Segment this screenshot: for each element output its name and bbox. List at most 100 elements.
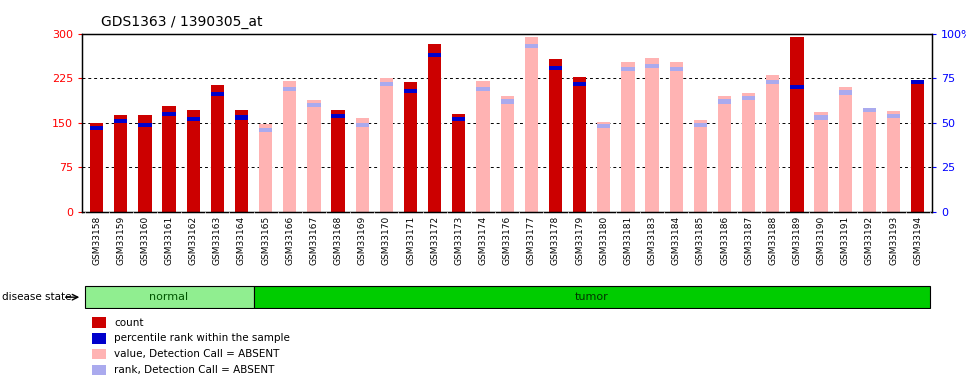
Bar: [621, 62, 635, 212]
Text: GSM33192: GSM33192: [865, 215, 874, 265]
Text: GSM33160: GSM33160: [140, 215, 150, 265]
Bar: [404, 82, 417, 212]
Text: GSM33191: GSM33191: [840, 215, 850, 265]
Text: GSM33181: GSM33181: [623, 215, 633, 265]
Bar: [500, 99, 514, 104]
Text: GSM33183: GSM33183: [647, 215, 657, 265]
Text: GSM33188: GSM33188: [768, 215, 778, 265]
Text: GSM33178: GSM33178: [551, 215, 560, 265]
Bar: [887, 114, 900, 118]
Text: tumor: tumor: [575, 292, 609, 302]
Bar: [283, 87, 297, 91]
Bar: [790, 37, 804, 212]
Text: normal: normal: [150, 292, 188, 302]
Bar: [380, 78, 393, 212]
Bar: [621, 67, 635, 72]
Bar: [742, 93, 755, 212]
Text: GSM33171: GSM33171: [406, 215, 415, 265]
Bar: [525, 37, 538, 212]
Text: rank, Detection Call = ABSENT: rank, Detection Call = ABSENT: [114, 365, 274, 375]
Text: GDS1363 / 1390305_at: GDS1363 / 1390305_at: [101, 15, 263, 29]
Bar: [742, 96, 755, 100]
Text: GSM33177: GSM33177: [526, 215, 536, 265]
Text: GSM33166: GSM33166: [285, 215, 295, 265]
Bar: [573, 76, 586, 212]
Text: GSM33180: GSM33180: [599, 215, 609, 265]
Bar: [428, 45, 441, 212]
Bar: [283, 81, 297, 212]
Bar: [253, 286, 929, 308]
Bar: [694, 123, 707, 127]
Text: GSM33176: GSM33176: [502, 215, 512, 265]
Bar: [645, 57, 659, 212]
Bar: [186, 117, 200, 122]
Bar: [549, 59, 562, 212]
Bar: [718, 99, 731, 104]
Text: GSM33174: GSM33174: [478, 215, 488, 265]
Text: GSM33164: GSM33164: [237, 215, 246, 265]
Bar: [259, 128, 272, 132]
Bar: [162, 112, 176, 116]
Bar: [380, 81, 393, 86]
Text: GSM33165: GSM33165: [261, 215, 270, 265]
Bar: [138, 123, 152, 127]
Text: GSM33193: GSM33193: [889, 215, 898, 265]
Bar: [114, 115, 128, 212]
Text: GSM33185: GSM33185: [696, 215, 705, 265]
Bar: [814, 112, 828, 212]
Text: GSM33187: GSM33187: [744, 215, 753, 265]
Text: GSM33170: GSM33170: [382, 215, 391, 265]
Bar: [838, 90, 852, 94]
Bar: [911, 80, 924, 84]
Text: GSM33173: GSM33173: [454, 215, 464, 265]
Text: GSM33161: GSM33161: [164, 215, 174, 265]
Bar: [597, 122, 611, 212]
Bar: [887, 111, 900, 212]
Bar: [863, 108, 876, 112]
Bar: [597, 124, 611, 129]
Bar: [452, 114, 466, 212]
Bar: [645, 64, 659, 68]
Bar: [766, 80, 780, 84]
Bar: [428, 53, 441, 57]
Text: GSM33158: GSM33158: [92, 215, 101, 265]
Bar: [186, 110, 200, 212]
Bar: [549, 66, 562, 70]
Bar: [525, 44, 538, 48]
Bar: [790, 85, 804, 89]
Bar: [718, 96, 731, 212]
Bar: [863, 112, 876, 212]
Text: GSM33189: GSM33189: [792, 215, 802, 265]
Text: disease state: disease state: [2, 292, 71, 302]
Bar: [211, 92, 224, 96]
Text: GSM33172: GSM33172: [430, 215, 440, 265]
Bar: [476, 81, 490, 212]
Bar: [766, 75, 780, 212]
Bar: [138, 115, 152, 212]
Bar: [235, 110, 248, 212]
Bar: [90, 123, 103, 212]
Text: value, Detection Call = ABSENT: value, Detection Call = ABSENT: [114, 349, 279, 359]
Bar: [85, 286, 253, 308]
Bar: [355, 118, 369, 212]
Bar: [331, 110, 345, 212]
Text: GSM33159: GSM33159: [116, 215, 126, 265]
Bar: [235, 116, 248, 120]
Text: count: count: [114, 318, 144, 327]
Bar: [162, 106, 176, 212]
Bar: [814, 116, 828, 120]
Text: GSM33168: GSM33168: [333, 215, 343, 265]
Text: GSM33167: GSM33167: [309, 215, 319, 265]
Text: GSM33190: GSM33190: [816, 215, 826, 265]
Text: GSM33184: GSM33184: [671, 215, 681, 265]
Bar: [573, 81, 586, 86]
Bar: [500, 96, 514, 212]
Text: percentile rank within the sample: percentile rank within the sample: [114, 333, 290, 343]
Bar: [404, 88, 417, 93]
Bar: [838, 87, 852, 212]
Bar: [694, 120, 707, 212]
Bar: [90, 126, 103, 130]
Bar: [669, 67, 683, 72]
Text: GSM33163: GSM33163: [213, 215, 222, 265]
Bar: [669, 62, 683, 212]
